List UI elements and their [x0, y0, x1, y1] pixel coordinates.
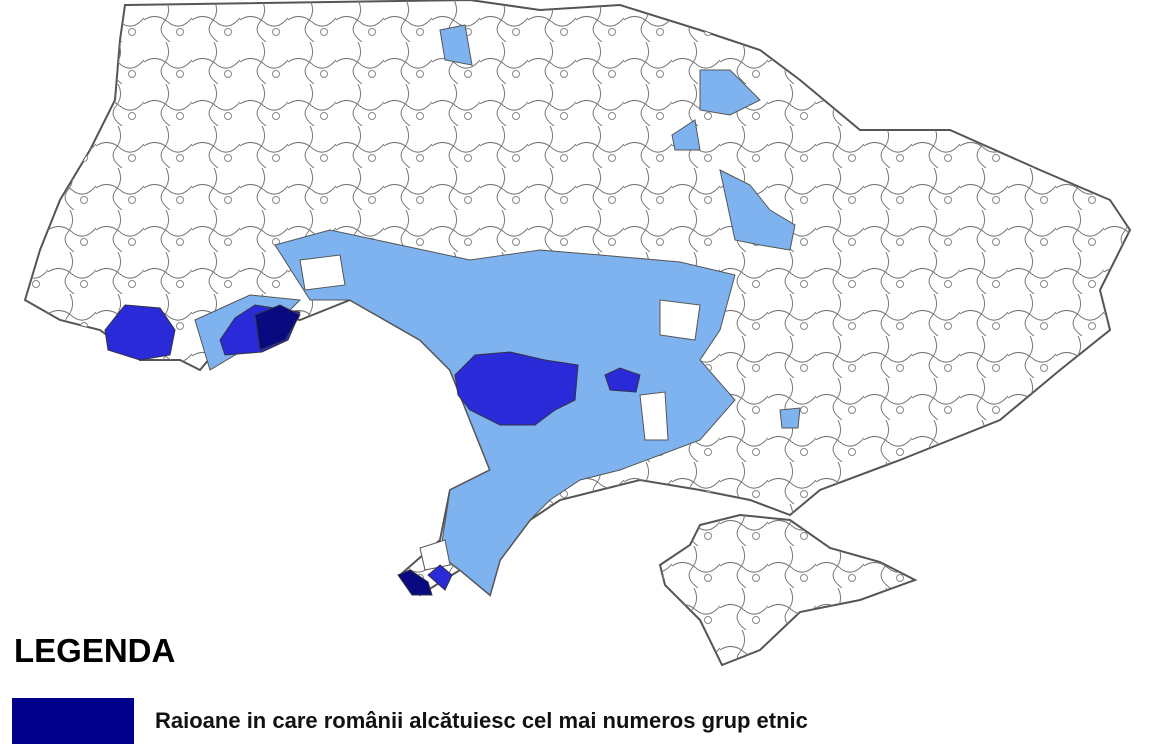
- pocket: [299, 254, 346, 291]
- light-region: [439, 24, 473, 66]
- legend-swatch: [12, 698, 134, 744]
- dark-regions: [104, 304, 641, 596]
- legend-title: LEGENDA: [14, 632, 175, 669]
- dark-region: [427, 564, 453, 591]
- light-region: [779, 407, 801, 429]
- pocket: [659, 299, 701, 341]
- dark-region: [104, 304, 176, 361]
- light-region: [699, 69, 761, 116]
- white-pockets: [299, 254, 701, 571]
- pocket: [639, 391, 669, 441]
- light-region: [719, 169, 796, 251]
- pocket: [419, 539, 451, 571]
- dark-region: [604, 367, 641, 393]
- dark-region: [397, 569, 433, 596]
- dark-region: [254, 304, 301, 351]
- crimea-districts: [660, 515, 915, 665]
- dark-region: [454, 351, 579, 426]
- light-region: [671, 119, 701, 151]
- legend-label: Raioane in care românii alcătuiesc cel m…: [155, 708, 808, 733]
